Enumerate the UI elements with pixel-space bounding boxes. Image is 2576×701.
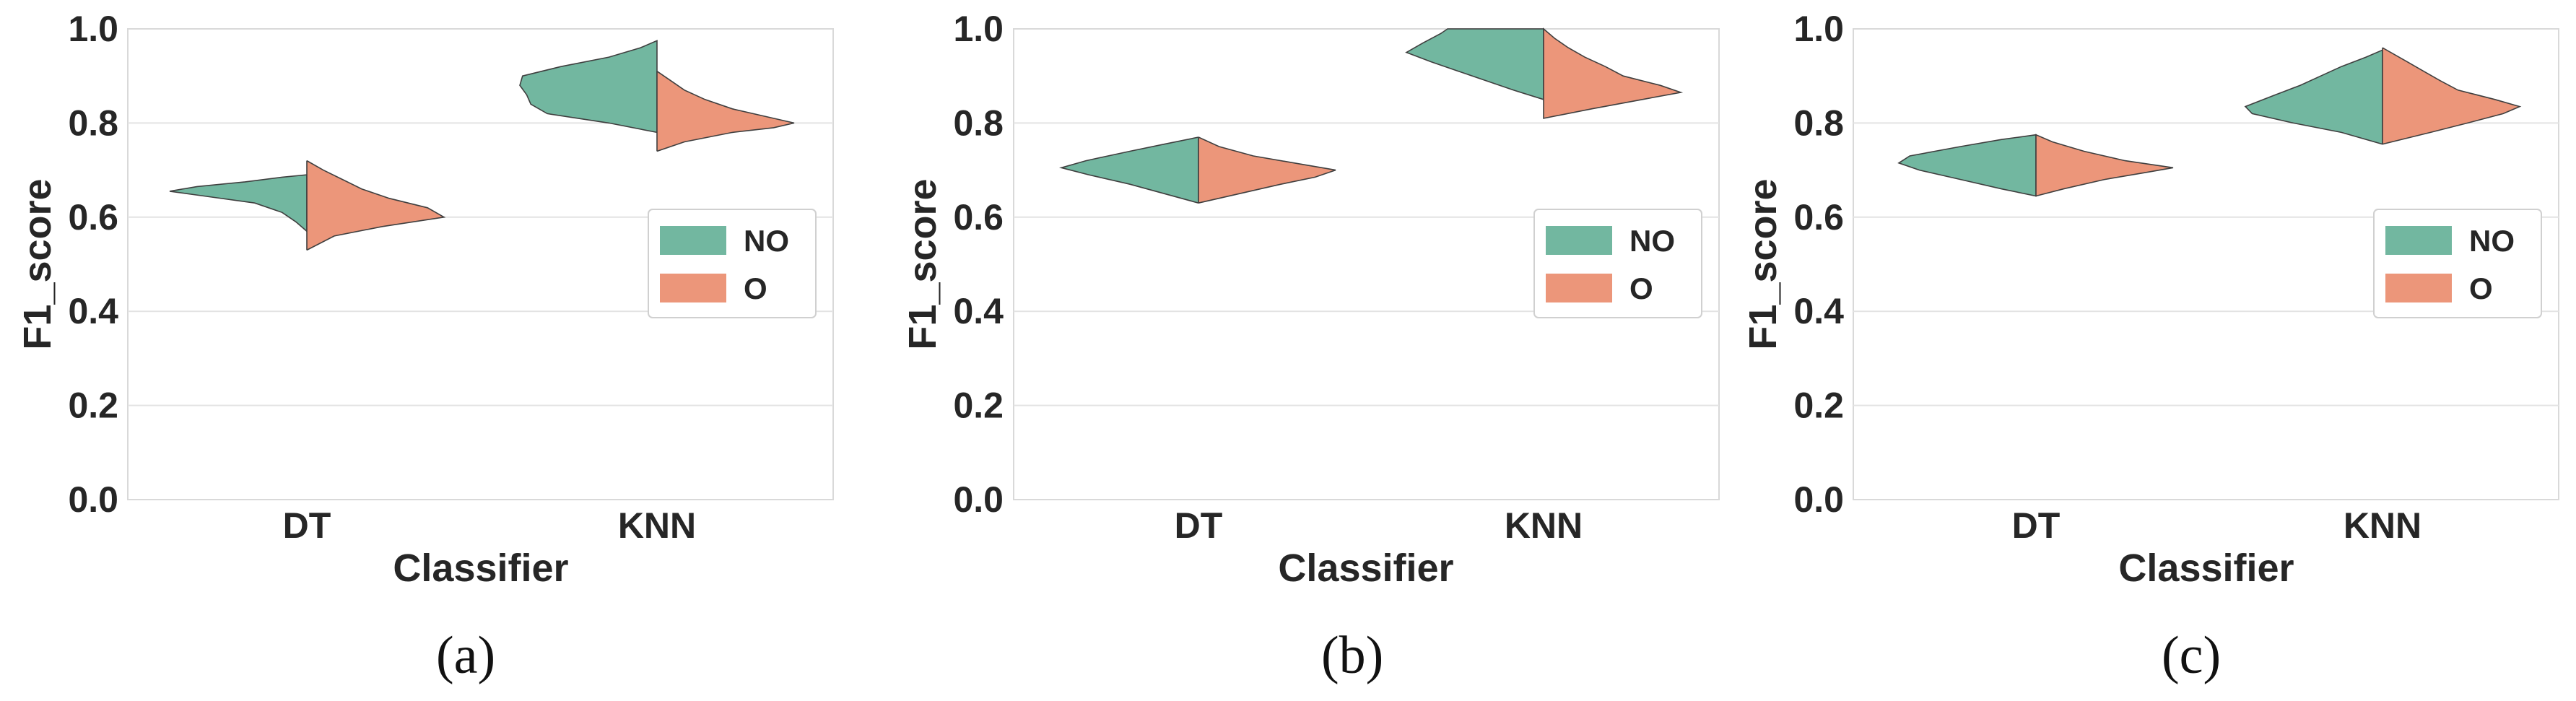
x-tick-label: KNN [1505, 505, 1583, 546]
legend-label-no: NO [2469, 224, 2515, 258]
legend-swatch-o [1546, 274, 1612, 302]
chart-panel-c: 0.0 0.2 0.4 0.6 0.8 1.0 DT KNN Classifier F1_scor… [1741, 9, 2559, 685]
chart-panel-b: 0.0 0.2 0.4 0.6 0.8 1.0 DT KNN Classifier F1_scor… [901, 9, 1720, 685]
y-tick-label: 0.2 [1793, 386, 1844, 426]
legend: NO O [2373, 209, 2542, 318]
y-tick-label: 0.6 [1793, 197, 1844, 238]
x-tick-label: DT [1175, 505, 1223, 546]
legend-label-no: NO [1629, 224, 1675, 258]
panel-caption: (c) [2162, 626, 2221, 685]
y-tick-label: 0.2 [953, 386, 1004, 426]
panel-caption: (a) [436, 626, 495, 685]
violin-dt-o [306, 160, 446, 251]
legend: NO O [1533, 209, 1702, 318]
legend-swatch-no [1546, 226, 1612, 255]
chart-panel-a: 0.0 0.2 0.4 0.6 0.8 1.0 DT KNN Classifier F1_scor… [16, 9, 834, 685]
violin-knn-o [656, 71, 795, 152]
y-tick-label: 0.6 [953, 197, 1004, 238]
violin-knn-no [2244, 49, 2383, 145]
legend-swatch-no [2385, 226, 2452, 255]
y-axis-title: F1_score [16, 178, 59, 349]
y-tick-label: 1.0 [953, 9, 1004, 49]
x-tick-label: KNN [618, 505, 696, 546]
y-tick-label: 0.4 [953, 291, 1004, 331]
y-axis-title: F1_score [1741, 178, 1785, 349]
violin-knn-no [519, 40, 658, 134]
legend-label-no: NO [744, 224, 789, 258]
y-axis-title: F1_score [901, 178, 944, 349]
x-tick-label: KNN [2344, 505, 2421, 546]
y-tick-label: 0.4 [1793, 291, 1844, 331]
legend: NO O [648, 209, 817, 318]
y-tick-label: 1.0 [68, 9, 118, 49]
legend-swatch-o [2385, 274, 2452, 302]
violin-knn-no [1405, 28, 1544, 100]
y-tick-label: 0.0 [953, 479, 1004, 520]
legend-label-o: O [2469, 271, 2493, 305]
legend-swatch-o [660, 274, 726, 302]
violin-knn-o [2382, 47, 2522, 145]
y-tick-label: 0.8 [953, 103, 1004, 143]
y-tick-label: 0.6 [68, 197, 118, 238]
y-tick-label: 0.4 [68, 291, 118, 331]
violin-dt-o [2035, 134, 2174, 197]
y-tick-label: 1.0 [1793, 9, 1844, 49]
legend-label-o: O [1629, 271, 1653, 305]
x-axis-title: Classifier [393, 547, 568, 590]
legend-swatch-no [660, 226, 726, 255]
y-tick-label: 0.0 [1793, 479, 1844, 520]
panel-caption: (b) [1321, 626, 1383, 685]
y-tick-label: 0.2 [68, 386, 118, 426]
violin-knn-o [1543, 27, 1684, 119]
legend-label-o: O [744, 271, 767, 305]
violin-dt-o [1198, 136, 1336, 204]
x-tick-label: DT [283, 505, 331, 546]
violin-dt-no [1897, 134, 2037, 197]
y-tick-label: 0.0 [68, 479, 118, 520]
y-tick-label: 0.8 [68, 103, 118, 143]
x-tick-label: DT [2012, 505, 2061, 546]
x-axis-title: Classifier [1278, 547, 1453, 590]
y-tick-label: 0.8 [1793, 103, 1844, 143]
x-axis-title: Classifier [2118, 547, 2294, 590]
